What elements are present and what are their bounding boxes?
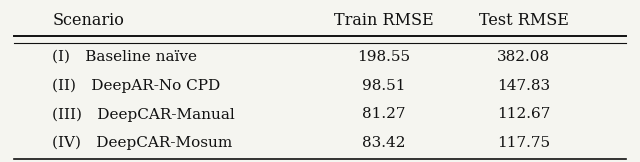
Text: 198.55: 198.55 (357, 50, 410, 64)
Text: Test RMSE: Test RMSE (479, 12, 569, 29)
Text: (III) DeepCAR-Manual: (III) DeepCAR-Manual (52, 107, 235, 122)
Text: (IV) DeepCAR-Mosum: (IV) DeepCAR-Mosum (52, 136, 232, 150)
Text: 83.42: 83.42 (362, 136, 406, 150)
Text: 117.75: 117.75 (497, 136, 550, 150)
Text: Scenario: Scenario (52, 12, 124, 29)
Text: 382.08: 382.08 (497, 50, 550, 64)
Text: 98.51: 98.51 (362, 79, 406, 93)
Text: Train RMSE: Train RMSE (334, 12, 433, 29)
Text: (II) DeepAR-No CPD: (II) DeepAR-No CPD (52, 79, 221, 93)
Text: 81.27: 81.27 (362, 107, 406, 122)
Text: 147.83: 147.83 (497, 79, 550, 93)
Text: 112.67: 112.67 (497, 107, 550, 122)
Text: (I) Baseline naïve: (I) Baseline naïve (52, 50, 197, 64)
